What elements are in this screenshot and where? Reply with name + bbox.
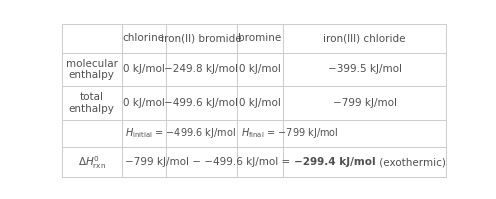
- Text: −249.8 kJ/mol: −249.8 kJ/mol: [164, 64, 239, 74]
- Text: −799 kJ/mol: −799 kJ/mol: [333, 98, 397, 108]
- Text: $\Delta H^0_{\mathrm{rxn}}$: $\Delta H^0_{\mathrm{rxn}}$: [78, 154, 106, 171]
- Text: total
enthalpy: total enthalpy: [69, 92, 115, 114]
- Text: iron(II) bromide: iron(II) bromide: [161, 33, 242, 43]
- Text: bromine: bromine: [239, 33, 282, 43]
- Text: (exothermic): (exothermic): [375, 157, 445, 167]
- Text: −499.6 kJ/mol: −499.6 kJ/mol: [164, 98, 239, 108]
- Text: 0 kJ/mol: 0 kJ/mol: [239, 98, 281, 108]
- Text: molecular
enthalpy: molecular enthalpy: [66, 59, 118, 80]
- Text: −299.4 kJ/mol: −299.4 kJ/mol: [294, 157, 375, 167]
- Text: $H_{\mathrm{initial}}$ = −499.6 kJ/mol: $H_{\mathrm{initial}}$ = −499.6 kJ/mol: [125, 126, 237, 140]
- Text: $H_{\mathrm{final}}$ = −799 kJ/mol: $H_{\mathrm{final}}$ = −799 kJ/mol: [241, 126, 338, 140]
- Text: iron(III) chloride: iron(III) chloride: [323, 33, 406, 43]
- Text: 0 kJ/mol: 0 kJ/mol: [123, 98, 165, 108]
- Text: 0 kJ/mol: 0 kJ/mol: [239, 64, 281, 74]
- Text: −399.5 kJ/mol: −399.5 kJ/mol: [328, 64, 402, 74]
- Text: chlorine: chlorine: [123, 33, 165, 43]
- Text: −799 kJ/mol − −499.6 kJ/mol =: −799 kJ/mol − −499.6 kJ/mol =: [125, 157, 294, 167]
- Text: 0 kJ/mol: 0 kJ/mol: [123, 64, 165, 74]
